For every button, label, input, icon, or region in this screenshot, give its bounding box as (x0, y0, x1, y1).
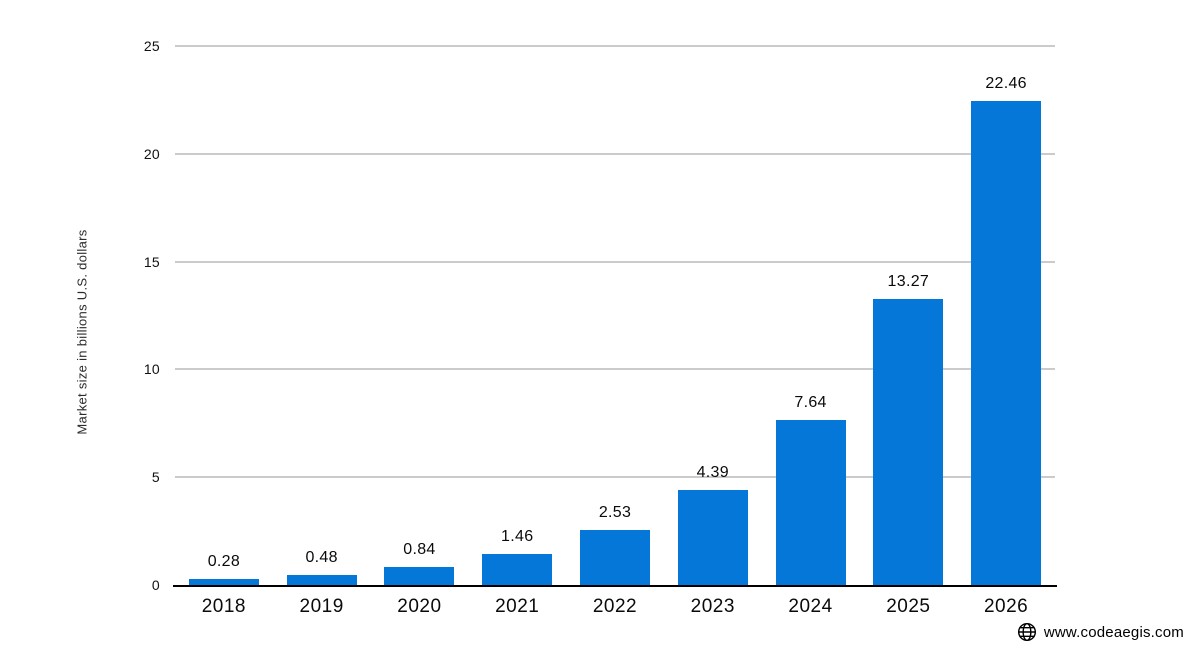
bar-2022 (580, 530, 650, 585)
x-tick-label-2024: 2024 (788, 596, 833, 617)
globe-icon (1017, 622, 1037, 642)
x-tick-label-2025: 2025 (886, 596, 931, 617)
x-tick-label-2021: 2021 (495, 596, 540, 617)
value-label-2024: 7.64 (794, 394, 827, 411)
bar-2019 (286, 575, 357, 585)
bar-2024 (775, 420, 846, 585)
footer-branding: www.codeaegis.com (1017, 622, 1184, 642)
bar-2020 (384, 567, 455, 585)
value-label-2026: 22.46 (985, 75, 1027, 92)
y-tick-label-10: 10 (143, 361, 160, 378)
value-label-2025: 13.27 (887, 273, 930, 290)
website-url: www.codeaegis.com (1043, 623, 1184, 641)
x-tick-label-2018: 2018 (201, 596, 247, 617)
bar-2023 (677, 490, 748, 585)
gridline-y5 (175, 476, 1055, 479)
x-tick-label-2022: 2022 (592, 596, 638, 617)
y-tick-label-0: 0 (151, 577, 160, 593)
x-tick-label-2026: 2026 (983, 596, 1029, 617)
y-tick-label-25: 25 (143, 38, 160, 54)
value-label-2021: 1.46 (501, 528, 534, 545)
value-label-2018: 0.28 (207, 553, 241, 570)
gridline-y25 (175, 45, 1055, 47)
y-tick-label-15: 15 (143, 253, 160, 270)
gridline-y15 (175, 260, 1055, 263)
bar-2025 (873, 299, 944, 585)
x-tick-label-2020: 2020 (397, 596, 442, 617)
bar-2026 (971, 101, 1042, 585)
gridline-y20 (175, 152, 1055, 155)
gridline-y10 (175, 368, 1055, 371)
y-tick-label-20: 20 (143, 145, 160, 162)
value-label-2023: 4.39 (696, 464, 729, 481)
bar-2018 (188, 579, 259, 585)
value-label-2022: 2.53 (598, 504, 632, 521)
y-axis-title: Market size in billions U.S. dollars (74, 229, 90, 435)
bar-2021 (482, 554, 553, 585)
x-tick-label-2019: 2019 (299, 596, 344, 617)
value-label-2019: 0.48 (305, 549, 338, 566)
x-tick-label-2023: 2023 (690, 596, 735, 617)
y-tick-label-5: 5 (151, 469, 160, 486)
x-axis-line (173, 585, 1057, 587)
value-label-2020: 0.84 (403, 541, 436, 558)
